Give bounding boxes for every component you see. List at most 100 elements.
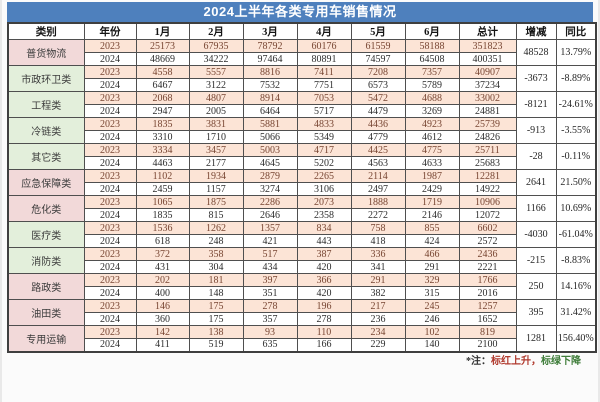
value-cell: 4775 <box>404 143 460 157</box>
value-cell: 1357 <box>242 221 298 235</box>
value-cell: 7532 <box>242 78 298 92</box>
value-cell: 2005 <box>188 104 244 118</box>
table-header-row: 类别 年份 1月 2月 3月 4月 5月 6月 总计 增减 同比 <box>7 22 597 40</box>
value-cell: 4833 <box>296 117 352 131</box>
change-cell: -28 <box>515 143 557 170</box>
table-row: 市政环卫类 2023 4558 5557 8816 7411 7208 7357 40907 -3… <box>7 65 597 92</box>
value-cell: 246 <box>404 312 460 326</box>
change-cell: -3673 <box>515 65 557 92</box>
value-cell: 3269 <box>404 104 460 118</box>
footnote: *注：标红上升，标绿下降 <box>7 353 593 370</box>
category-cell: 医疗类 <box>7 221 85 248</box>
value-cell: 245 <box>404 299 460 313</box>
value-cell: 4633 <box>404 156 460 170</box>
value-cell: 166 <box>296 338 352 352</box>
year-cell: 2024 <box>83 260 137 274</box>
value-cell: 24881 <box>458 104 517 118</box>
change-cell: 1166 <box>515 195 557 222</box>
table-row: 其它类 2023 3334 3457 5003 4717 4425 4775 25711 -28-… <box>7 143 597 170</box>
value-cell: 291 <box>404 260 460 274</box>
value-cell: 4923 <box>404 117 460 131</box>
value-cell: 2221 <box>458 260 517 274</box>
value-cell: 424 <box>404 234 460 248</box>
value-cell: 1536 <box>135 221 190 235</box>
table-row: 2024 2947 2005 6464 5717 4479 3269 24881 <box>8 104 596 118</box>
value-cell: 1719 <box>404 195 460 209</box>
value-cell: 2358 <box>296 208 352 222</box>
value-cell: 146 <box>135 299 190 313</box>
value-cell: 2646 <box>242 208 298 222</box>
value-cell: 7357 <box>404 65 460 79</box>
value-cell: 2429 <box>404 182 460 196</box>
yoy-cell: 21.50% <box>555 169 597 196</box>
value-cell: 67935 <box>188 39 244 53</box>
value-cell: 4807 <box>188 91 244 105</box>
value-cell: 855 <box>404 221 460 235</box>
value-cell: 175 <box>188 299 244 313</box>
yoy-cell: -3.55% <box>555 117 597 144</box>
value-cell: 25683 <box>458 156 517 170</box>
value-cell: 5349 <box>296 130 352 144</box>
value-cell: 5717 <box>296 104 352 118</box>
value-cell: 4463 <box>135 156 190 170</box>
change-cell: -215 <box>515 247 557 274</box>
value-cell: 819 <box>458 325 517 339</box>
value-cell: 3457 <box>188 143 244 157</box>
value-cell: 5881 <box>242 117 298 131</box>
category-cell: 专用运输 <box>7 325 85 352</box>
value-cell: 5066 <box>242 130 298 144</box>
value-cell: 6467 <box>135 78 190 92</box>
value-cell: 110 <box>296 325 352 339</box>
yoy-cell: 10.69% <box>555 195 597 222</box>
table-row: 2024 400 148 351 420 382 315 2016 <box>8 286 596 300</box>
col-header-may: 5月 <box>350 22 406 40</box>
value-cell: 1875 <box>188 195 244 209</box>
value-cell: 3831 <box>188 117 244 131</box>
category-cell: 市政环卫类 <box>7 65 85 92</box>
value-cell: 400351 <box>458 52 517 66</box>
value-cell: 2879 <box>242 169 298 183</box>
value-cell: 8816 <box>242 65 298 79</box>
value-cell: 61559 <box>350 39 406 53</box>
yoy-cell: -0.11% <box>555 143 597 170</box>
value-cell: 4645 <box>242 156 298 170</box>
value-cell: 519 <box>188 338 244 352</box>
value-cell: 278 <box>242 299 298 313</box>
value-cell: 12072 <box>458 208 517 222</box>
category-cell: 工程类 <box>7 91 85 118</box>
value-cell: 329 <box>404 273 460 287</box>
col-header-change: 增减 <box>515 22 557 40</box>
year-cell: 2024 <box>83 104 137 118</box>
value-cell: 142 <box>135 325 190 339</box>
yoy-cell: -24.61% <box>555 91 597 118</box>
year-cell: 2023 <box>83 39 137 53</box>
table-row: 2024 360 175 357 278 236 246 1652 <box>8 312 596 326</box>
value-cell: 1257 <box>458 299 517 313</box>
sales-table: 类别 年份 1月 2月 3月 4月 5月 6月 总计 增减 同比 普货物流 202… <box>7 22 597 353</box>
year-cell: 2023 <box>83 65 137 79</box>
year-cell: 2023 <box>83 273 137 287</box>
value-cell: 1888 <box>350 195 406 209</box>
category-cell: 应急保障类 <box>7 169 85 196</box>
value-cell: 466 <box>404 247 460 261</box>
value-cell: 248 <box>188 234 244 248</box>
category-cell: 油田类 <box>7 299 85 326</box>
table-row: 2024 2459 1157 3274 3106 2497 2429 14922 <box>8 182 596 196</box>
value-cell: 4558 <box>135 65 190 79</box>
value-cell: 217 <box>350 299 406 313</box>
value-cell: 202 <box>135 273 190 287</box>
value-cell: 2947 <box>135 104 190 118</box>
value-cell: 181 <box>188 273 244 287</box>
table-row: 专用运输 2023 142 138 93 110 234 102 819 1281 156.40% <box>7 325 597 352</box>
value-cell: 33002 <box>458 91 517 105</box>
table-row: 2024 411 519 635 166 229 140 2100 <box>8 338 596 352</box>
value-cell: 6464 <box>242 104 298 118</box>
value-cell: 418 <box>350 234 406 248</box>
col-header-total: 总计 <box>458 22 517 40</box>
col-header-jan: 1月 <box>135 22 190 40</box>
table-row: 路政类 2023 202 181 397 366 291 329 1766 250 14.16% <box>7 273 597 300</box>
value-cell: 102 <box>404 325 460 339</box>
col-header-year: 年份 <box>83 22 137 40</box>
footnote-prefix: *注： <box>466 355 491 367</box>
value-cell: 341 <box>350 260 406 274</box>
